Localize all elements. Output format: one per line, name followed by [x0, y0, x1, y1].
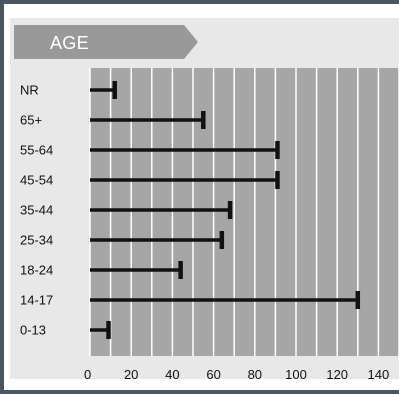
category-label: 14-17 — [20, 293, 53, 308]
x-tick-label: 0 — [84, 367, 91, 382]
x-tick-labels: 0 20 40 60 80 100 120 140 — [84, 367, 389, 382]
category-label: 18-24 — [20, 263, 53, 278]
bar — [90, 141, 280, 159]
x-tick-label: 140 — [368, 367, 390, 382]
title-tab-shape — [14, 25, 198, 59]
bar-series — [90, 81, 361, 339]
title-tab — [14, 25, 198, 59]
x-tick-label: 100 — [285, 367, 307, 382]
plot-background — [90, 68, 399, 356]
bar — [90, 291, 361, 309]
x-tick-label: 80 — [248, 367, 262, 382]
category-label: 35-44 — [20, 203, 53, 218]
bar — [90, 231, 225, 249]
gridlines — [89, 68, 399, 356]
category-label: 55-64 — [20, 143, 53, 158]
bar — [90, 201, 233, 219]
category-labels: NR 65+ 55-64 45-54 35-44 25-34 18-24 14-17 0-13 — [20, 83, 53, 338]
bar — [90, 321, 111, 339]
category-label: 25-34 — [20, 233, 53, 248]
x-tick-label: 120 — [326, 367, 348, 382]
x-tick-label: 40 — [165, 367, 179, 382]
chart-title: AGE — [50, 33, 89, 53]
bar — [90, 261, 183, 279]
category-label: 65+ — [20, 113, 42, 128]
x-tick-label: 20 — [124, 367, 138, 382]
x-tick-label: 60 — [206, 367, 220, 382]
category-label: NR — [20, 83, 39, 98]
bar — [90, 171, 280, 189]
category-label: 45-54 — [20, 173, 53, 188]
category-label: 0-13 — [20, 323, 46, 338]
bar — [90, 111, 206, 129]
bar — [90, 81, 117, 99]
plot-area — [90, 68, 399, 356]
